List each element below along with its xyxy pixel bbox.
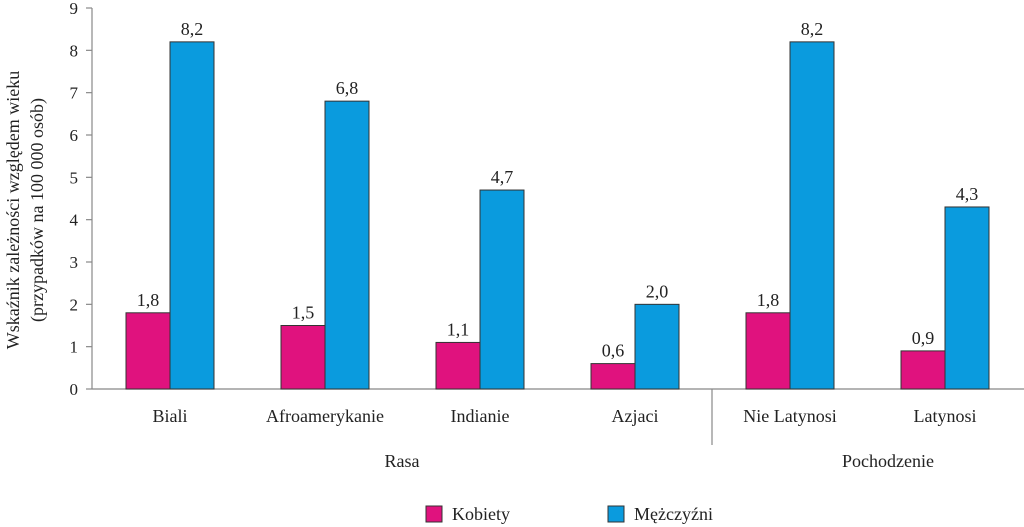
legend-swatch [425,505,443,523]
data-label: 4,7 [491,167,514,187]
y-axis-label: Wskaźnik zależności względem wieku (przy… [3,71,48,349]
bar-kobiety [435,341,481,390]
bar-kobiety [745,312,791,390]
data-label: 1,8 [757,290,780,310]
y-tick-label: 5 [70,168,79,187]
bar-kobiety [900,350,946,390]
y-tick-label: 2 [70,295,79,314]
data-label: 4,3 [956,184,979,204]
legend-swatch [607,505,625,523]
data-label: 2,0 [646,281,669,301]
data-label: 0,9 [912,328,935,348]
data-label: 1,5 [292,303,315,323]
axes: 0 1 2 3 4 5 6 7 8 9 [70,0,1024,445]
y-axis-label-line2: (przypadków na 100 000 osób) [27,98,48,322]
x-tick-label: Biali [153,406,188,426]
x-tick-label: Afroamerykanie [266,406,384,426]
bars [125,41,990,390]
y-tick-label: 8 [70,41,79,60]
y-tick-label: 4 [70,211,79,230]
x-tick-label: Indianie [451,406,510,426]
data-label: 1,1 [447,319,470,339]
bar-mezczyzni [479,189,525,390]
bar-kobiety [125,312,171,390]
y-tick-label: 3 [70,253,79,272]
bar-mezczyzni [944,206,990,390]
y-tick-label: 7 [70,84,79,103]
bar-kobiety [590,363,636,390]
bar-mezczyzni [169,41,215,390]
bar-mezczyzni [324,100,370,390]
x-tick-label: Azjaci [612,406,659,426]
data-label: 0,6 [602,341,625,361]
bar-mezczyzni [634,303,680,390]
y-axis-label-line1: Wskaźnik zależności względem wieku [3,71,23,349]
data-label: 6,8 [336,78,359,98]
x-tick-label: Latynosi [914,406,977,426]
y-tick-label: 1 [70,338,79,357]
legend-label: Mężczyźni [634,504,713,524]
data-label: 8,2 [801,19,824,39]
data-label: 8,2 [181,19,204,39]
data-label: 1,8 [137,290,160,310]
labels: Biali Afroamerykanie Indianie Azjaci Nie Lat… [137,19,979,471]
x-tick-label: Nie Latynosi [743,406,836,426]
y-tick-label: 9 [70,0,79,18]
group-label: Rasa [385,451,420,471]
legend-label: Kobiety [452,504,510,524]
y-tick-label: 6 [70,126,79,145]
y-tick-label: 0 [70,380,79,399]
legend: Kobiety Mężczyźni [425,504,713,524]
bar-kobiety [280,325,326,390]
bar-mezczyzni [789,41,835,390]
group-label: Pochodzenie [842,451,934,471]
